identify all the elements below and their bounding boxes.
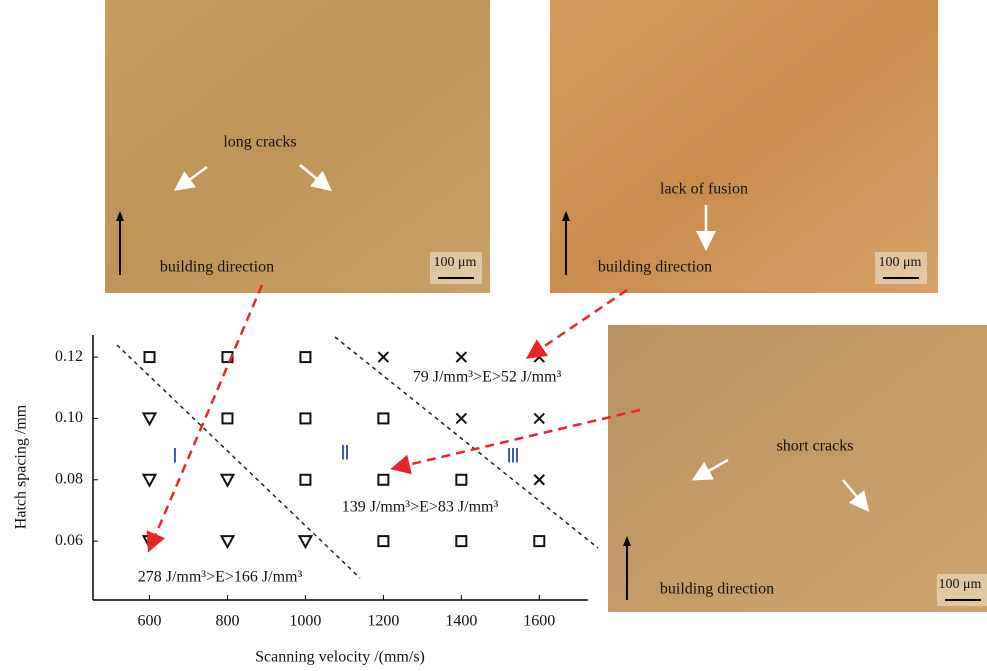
point — [300, 352, 310, 362]
point — [378, 352, 388, 362]
y-tick-label: 0.10 — [55, 409, 83, 426]
x-tick-label: 1400 — [445, 613, 477, 630]
point — [300, 413, 310, 423]
image-label: building direction — [598, 259, 712, 276]
annotation: Ⅰ — [172, 446, 178, 468]
point — [378, 413, 388, 423]
annotation: Ⅲ — [506, 446, 520, 468]
image-label: 100 μm — [879, 255, 922, 270]
micrograph — [550, 0, 938, 293]
point — [456, 413, 466, 423]
image-label: 100 μm — [939, 577, 982, 592]
x-tick-label: 1000 — [289, 613, 321, 630]
point — [456, 475, 466, 485]
point — [144, 475, 156, 486]
point — [144, 413, 156, 424]
micrograph — [105, 0, 490, 293]
point — [222, 413, 232, 423]
point — [534, 475, 544, 485]
x-axis-label: Scanning velocity /(mm/s) — [255, 649, 425, 666]
image-label: lack of fusion — [660, 181, 748, 198]
connector-arrow — [150, 285, 262, 548]
point — [300, 475, 310, 485]
point — [221, 475, 233, 486]
annotation: 79 J/mm³>E>52 J/mm³ — [413, 369, 562, 386]
point — [145, 352, 155, 362]
point — [534, 536, 544, 546]
point — [456, 536, 466, 546]
image-label: long cracks — [223, 134, 296, 151]
figure: Scanning velocity /(mm/s) Hatch spacing … — [0, 0, 987, 671]
point — [534, 413, 544, 423]
image-label: building direction — [660, 581, 774, 598]
annotation: Ⅱ — [340, 443, 350, 465]
image-label: short cracks — [777, 438, 854, 455]
x-tick-label: 1600 — [523, 613, 555, 630]
annotation: 278 J/mm³>E>166 J/mm³ — [138, 569, 303, 586]
image-label: building direction — [160, 259, 274, 276]
point — [534, 352, 544, 362]
point — [378, 536, 388, 546]
micrographs — [105, 0, 987, 612]
y-tick-label: 0.06 — [55, 532, 83, 549]
y-tick-label: 0.12 — [55, 348, 83, 365]
point — [221, 536, 233, 547]
y-axis-label: Hatch spacing /mm — [13, 404, 30, 529]
point — [378, 475, 388, 485]
x-tick-label: 1200 — [367, 613, 399, 630]
y-tick-label: 0.08 — [55, 470, 83, 487]
annotation: 139 J/mm³>E>83 J/mm³ — [342, 499, 499, 516]
point — [299, 536, 311, 547]
x-tick-label: 600 — [138, 613, 162, 630]
micrograph — [608, 325, 987, 612]
image-label: 100 μm — [434, 255, 477, 270]
x-tick-label: 800 — [215, 613, 239, 630]
point — [456, 352, 466, 362]
